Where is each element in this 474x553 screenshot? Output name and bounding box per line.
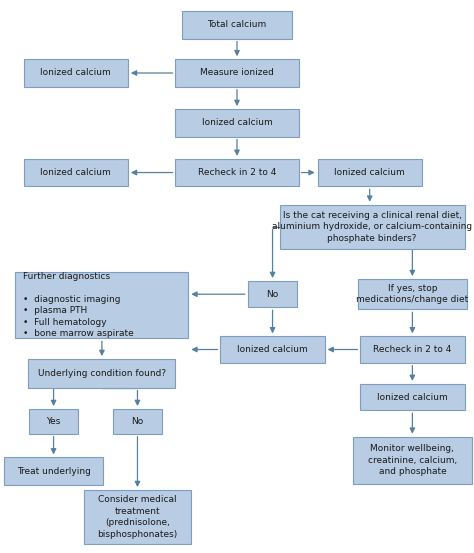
FancyBboxPatch shape: [28, 409, 78, 434]
FancyBboxPatch shape: [175, 159, 299, 186]
Text: Further diagnostics

•  diagnostic imaging
•  plasma PTH
•  Full hematology
•  b: Further diagnostics • diagnostic imaging…: [23, 272, 133, 338]
FancyBboxPatch shape: [24, 59, 128, 87]
Text: No: No: [266, 290, 279, 299]
Text: Recheck in 2 to 4: Recheck in 2 to 4: [373, 345, 452, 354]
FancyBboxPatch shape: [358, 279, 467, 310]
Text: Measure ionized: Measure ionized: [200, 69, 274, 77]
Text: Consider medical
treatment
(prednisolone,
bisphosphonates): Consider medical treatment (prednisolone…: [97, 495, 178, 539]
FancyBboxPatch shape: [24, 159, 128, 186]
Text: Is the cat receiving a clinical renal diet,
aluminium hydroxide, or calcium-cont: Is the cat receiving a clinical renal di…: [272, 211, 472, 243]
Text: Recheck in 2 to 4: Recheck in 2 to 4: [198, 168, 276, 177]
FancyBboxPatch shape: [175, 59, 299, 87]
Text: Ionized calcium: Ionized calcium: [201, 118, 273, 127]
Text: Underlying condition found?: Underlying condition found?: [38, 369, 166, 378]
FancyBboxPatch shape: [280, 205, 465, 249]
Text: Monitor wellbeing,
creatinine, calcium,
and phosphate: Monitor wellbeing, creatinine, calcium, …: [368, 444, 457, 476]
Text: Treat underlying: Treat underlying: [17, 467, 91, 476]
Text: Total calcium: Total calcium: [207, 20, 266, 29]
FancyBboxPatch shape: [112, 409, 162, 434]
FancyBboxPatch shape: [4, 457, 103, 485]
Text: Ionized calcium: Ionized calcium: [377, 393, 448, 401]
FancyBboxPatch shape: [353, 437, 472, 483]
FancyBboxPatch shape: [182, 11, 292, 39]
Text: Ionized calcium: Ionized calcium: [334, 168, 405, 177]
FancyBboxPatch shape: [175, 109, 299, 137]
FancyBboxPatch shape: [84, 490, 191, 544]
Text: Ionized calcium: Ionized calcium: [40, 168, 111, 177]
FancyBboxPatch shape: [360, 384, 465, 410]
FancyBboxPatch shape: [247, 281, 298, 307]
Text: Ionized calcium: Ionized calcium: [40, 69, 111, 77]
FancyBboxPatch shape: [220, 336, 325, 363]
FancyBboxPatch shape: [318, 159, 422, 186]
FancyBboxPatch shape: [15, 272, 188, 338]
Text: Yes: Yes: [46, 417, 61, 426]
Text: No: No: [131, 417, 144, 426]
Text: Ionized calcium: Ionized calcium: [237, 345, 308, 354]
FancyBboxPatch shape: [360, 336, 465, 363]
FancyBboxPatch shape: [28, 359, 175, 388]
Text: If yes, stop
medications/change diet: If yes, stop medications/change diet: [356, 284, 468, 304]
